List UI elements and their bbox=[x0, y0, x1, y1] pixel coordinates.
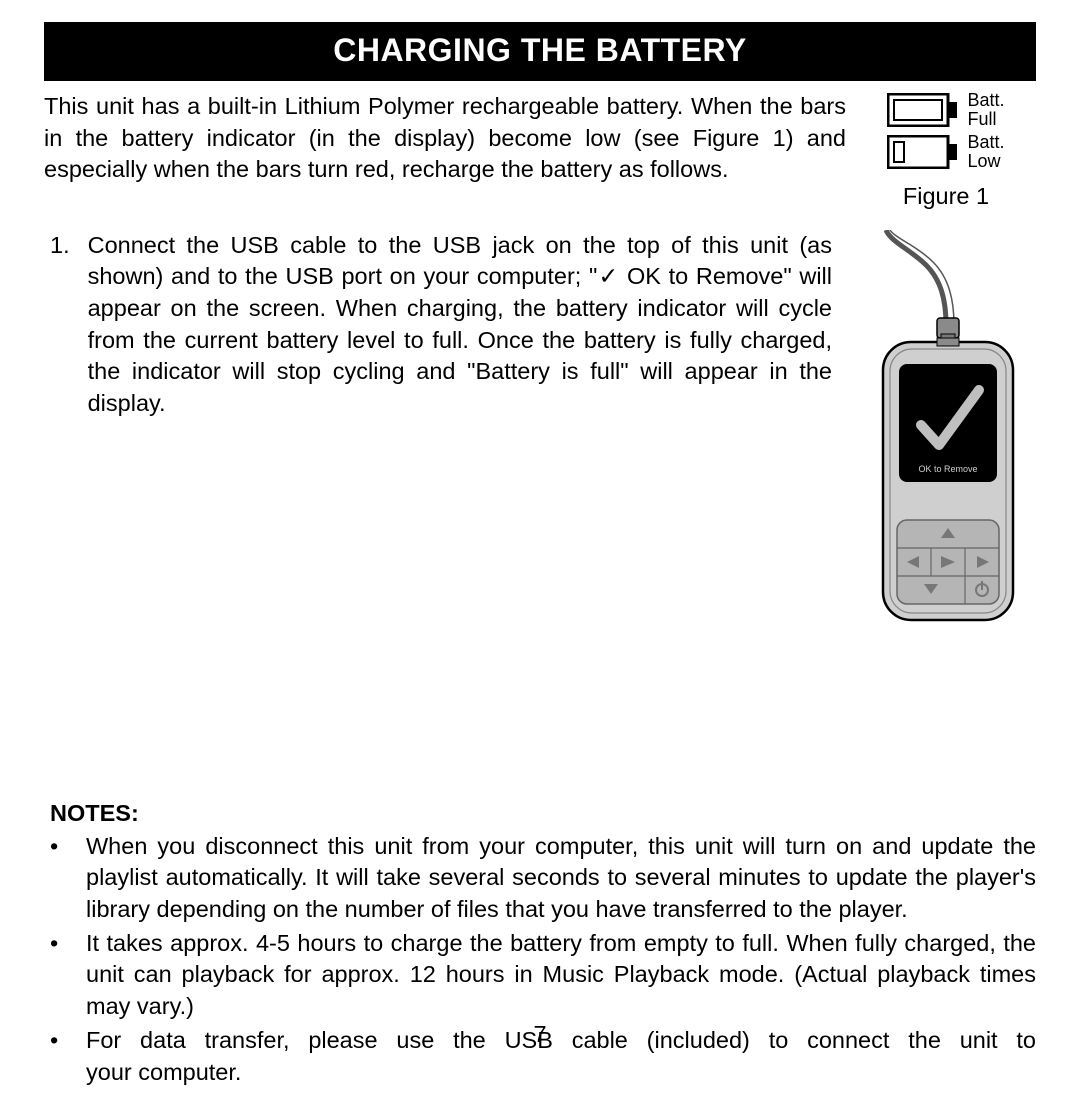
intro-paragraph: This unit has a built-in Lithium Polymer… bbox=[44, 91, 848, 210]
figure-1: Batt. Full Batt. Low Figure 1 bbox=[856, 91, 1036, 210]
step-number: 1. bbox=[50, 230, 70, 630]
section-title: CHARGING THE BATTERY bbox=[44, 22, 1036, 81]
notes-heading: NOTES: bbox=[44, 800, 1036, 827]
note-text: It takes approx. 4-5 hours to charge the… bbox=[86, 928, 1036, 1023]
battery-low-icon bbox=[887, 135, 959, 169]
device-screen-text: OK to Remove bbox=[918, 464, 977, 474]
batt-low-line1: Batt. bbox=[967, 133, 1004, 152]
note-item: • It takes approx. 4-5 hours to charge t… bbox=[50, 928, 1036, 1023]
notes-list: • When you disconnect this unit from you… bbox=[44, 831, 1036, 1089]
batt-low-line2: Low bbox=[967, 152, 1004, 171]
step-body: Connect the USB cable to the USB jack on… bbox=[88, 230, 832, 630]
batt-full-line2: Full bbox=[967, 110, 1004, 129]
bullet-icon: • bbox=[50, 928, 62, 1023]
step-1: 1. Connect the USB cable to the USB jack… bbox=[44, 230, 832, 630]
step-row: 1. Connect the USB cable to the USB jack… bbox=[44, 230, 1036, 630]
note-item: • When you disconnect this unit from you… bbox=[50, 831, 1036, 926]
manual-page: CHARGING THE BATTERY This unit has a bui… bbox=[0, 0, 1080, 1110]
note-text: When you disconnect this unit from your … bbox=[86, 831, 1036, 926]
intro-row: This unit has a built-in Lithium Polymer… bbox=[44, 91, 1036, 210]
device-svg: OK to Remove bbox=[851, 230, 1031, 630]
figure-caption: Figure 1 bbox=[903, 183, 989, 210]
bullet-icon: • bbox=[50, 831, 62, 926]
battery-full-label: Batt. Full bbox=[967, 91, 1004, 129]
battery-full-icon bbox=[887, 93, 959, 127]
battery-low-row: Batt. Low bbox=[887, 133, 1004, 171]
battery-low-label: Batt. Low bbox=[967, 133, 1004, 171]
device-illustration: OK to Remove bbox=[846, 230, 1036, 630]
battery-full-row: Batt. Full bbox=[887, 91, 1004, 129]
batt-full-line1: Batt. bbox=[967, 91, 1004, 110]
page-number: 7 bbox=[0, 1021, 1080, 1048]
check-icon: ✓ bbox=[597, 263, 619, 289]
